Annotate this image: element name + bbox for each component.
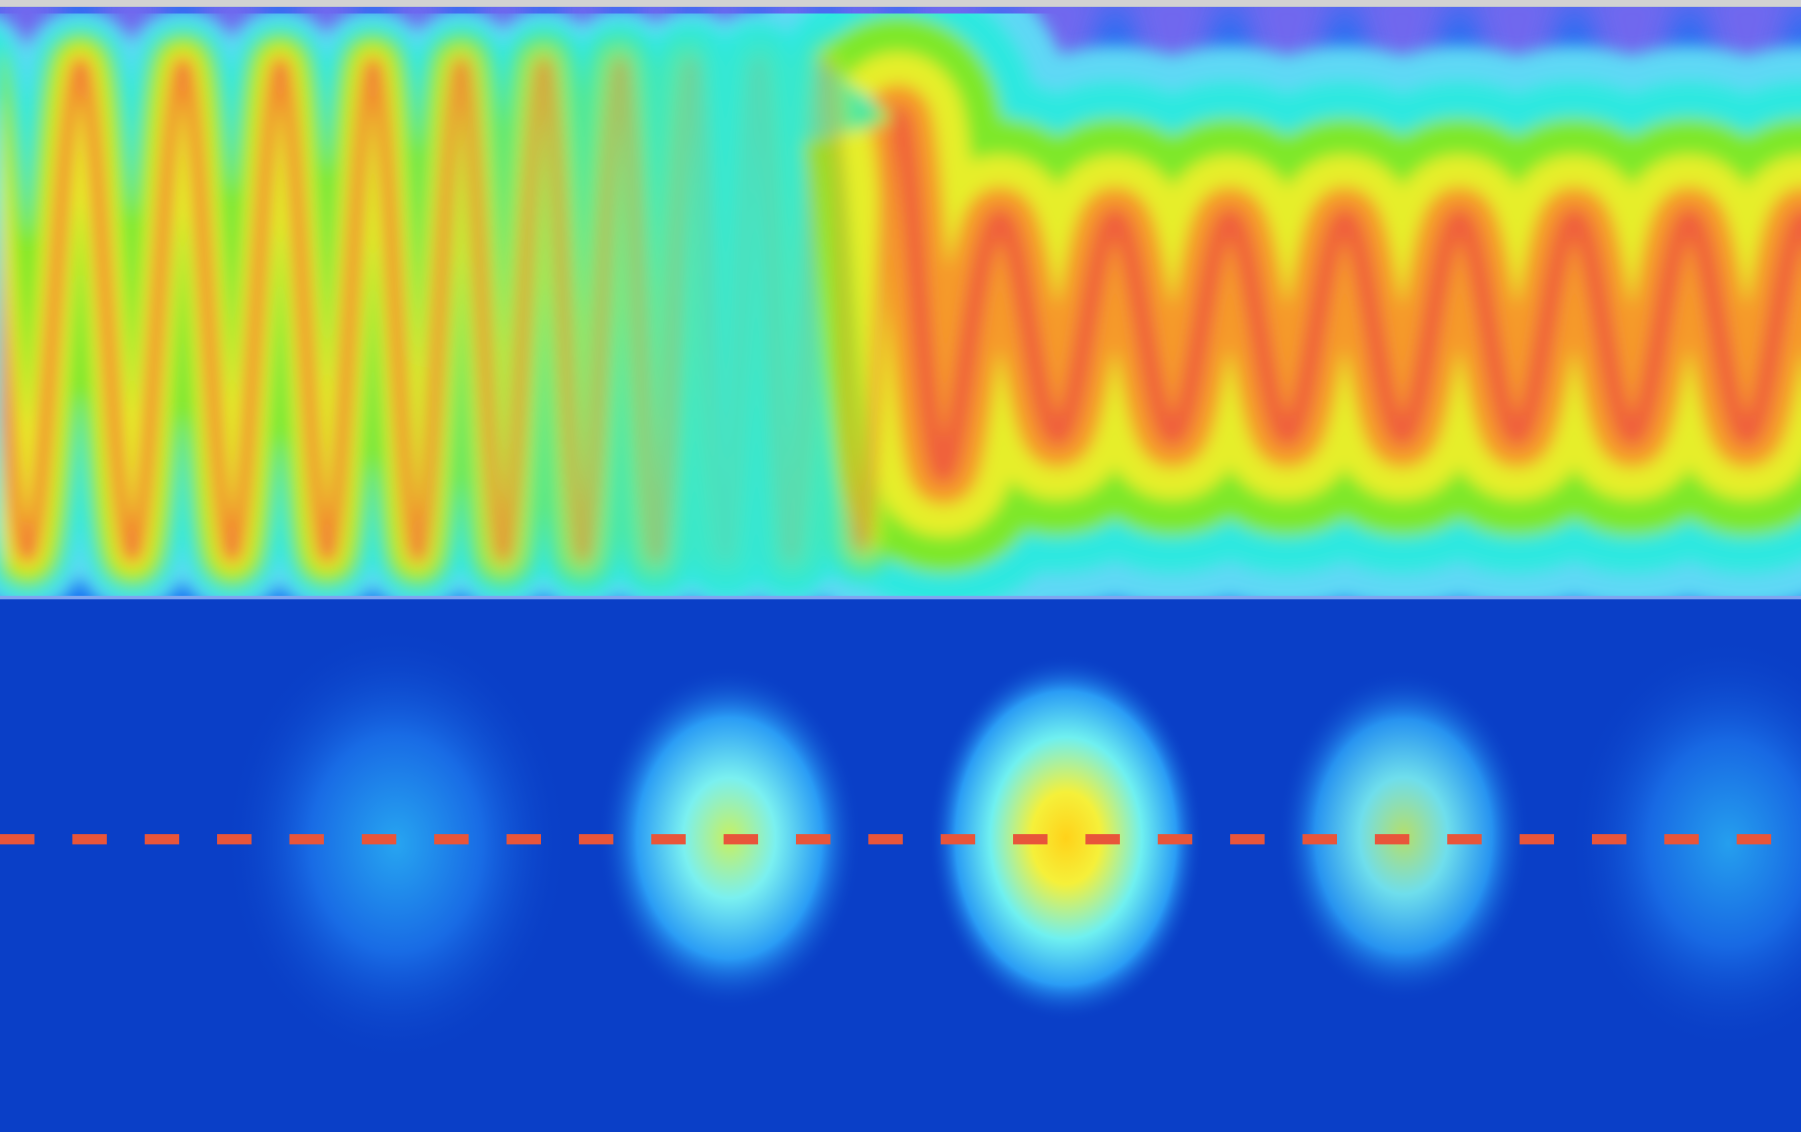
panel-divider [0, 596, 1801, 599]
top-border [0, 0, 1801, 7]
fringe-layers [0, 63, 1801, 557]
fringe-image [0, 0, 1801, 1132]
top-panel-fringes [0, 0, 1801, 557]
page: (() => { JSON.parse(document.getElementB… [0, 0, 1801, 1132]
